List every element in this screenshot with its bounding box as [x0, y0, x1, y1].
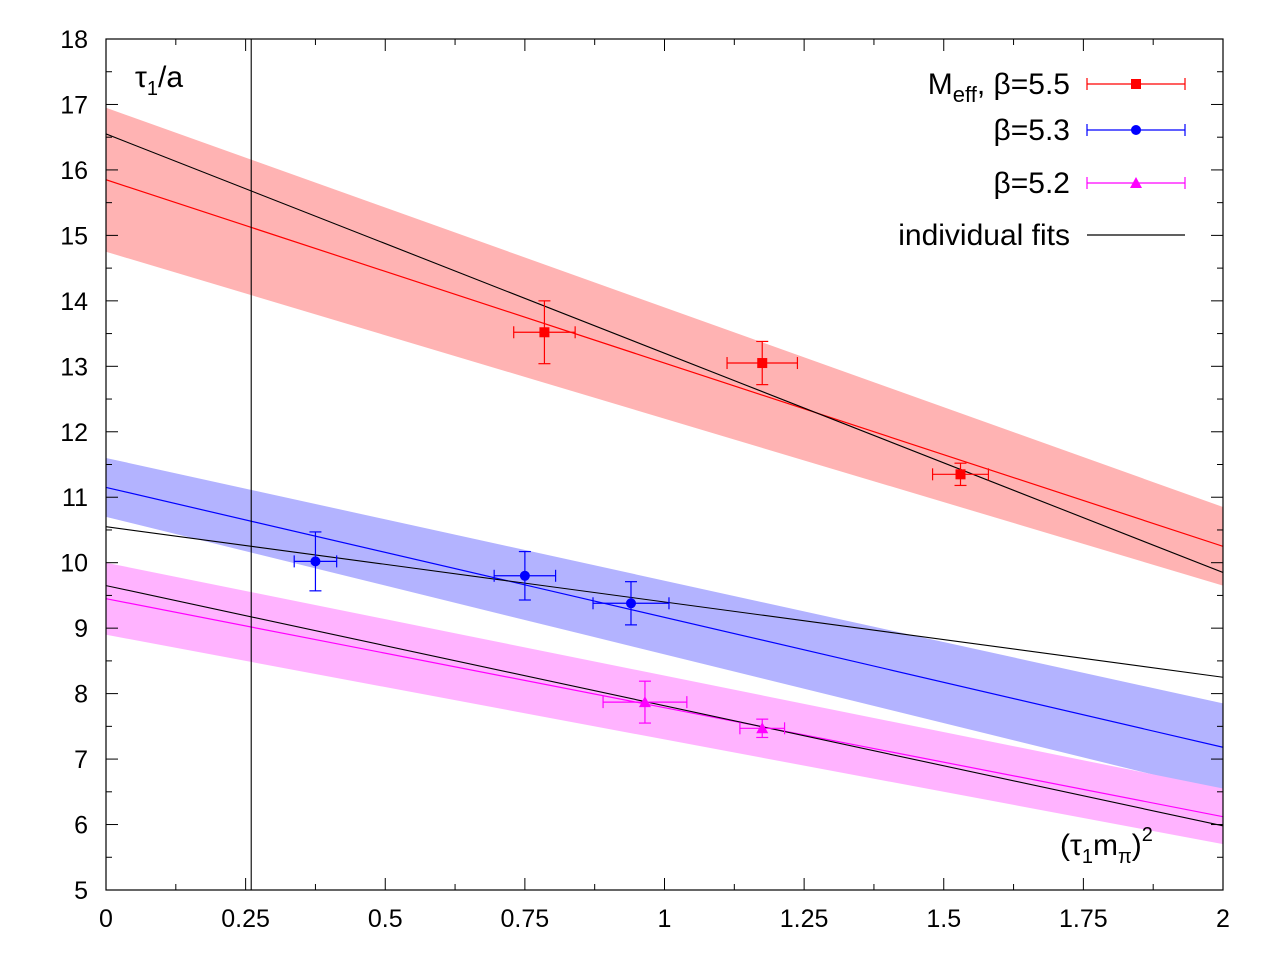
y-axis-label: τ1/a	[135, 61, 183, 100]
y-tick-label: 11	[62, 484, 88, 512]
y-tick-label: 16	[60, 157, 88, 185]
y-tick-label: 13	[60, 353, 88, 381]
fit-line-series-3	[106, 598, 1223, 818]
individual-fit-line-series-3	[106, 585, 1223, 827]
data-point-series-2-1	[293, 531, 338, 592]
data-point-series-1-3	[931, 462, 990, 487]
marker-circle	[310, 556, 321, 567]
y-tick-label: 5	[74, 877, 88, 905]
data-points	[293, 300, 990, 739]
legend: Meff, β=5.5 β=5.3 β=5.2 individual fits	[898, 68, 1186, 252]
data-point-series-3-2	[739, 718, 786, 739]
data-point-series-2-3	[592, 581, 670, 626]
x-tick-label: 1.25	[780, 905, 829, 933]
y-tick-label: 15	[60, 222, 88, 250]
x-tick-label: 2	[1216, 905, 1230, 933]
fit-line-series-1	[106, 179, 1223, 547]
legend-label: individual fits	[898, 219, 1070, 252]
individual-fit-line-series-1	[106, 133, 1223, 574]
y-tick-label: 17	[60, 91, 88, 119]
y-tick-label: 7	[74, 746, 88, 774]
legend-label: β=5.3	[994, 114, 1070, 147]
legend-entry-1: Meff, β=5.5	[928, 68, 1186, 107]
axis-labels: τ1/a (τ1mπ)2	[135, 61, 1153, 868]
y-tick-label: 6	[74, 812, 88, 840]
data-point-series-2-2	[493, 550, 557, 601]
x-tick-label: 0	[99, 905, 113, 933]
x-tick-label: 0.75	[501, 905, 550, 933]
x-tick-label: 1.75	[1059, 905, 1108, 933]
legend-entry-2: β=5.3	[994, 114, 1186, 147]
band-series-1	[106, 107, 1223, 586]
marker-circle	[519, 570, 530, 581]
legend-marker-triangle	[1130, 177, 1142, 188]
marker-triangle	[756, 722, 769, 734]
legend-label: Meff, β=5.5	[928, 68, 1070, 107]
band-series-2	[106, 457, 1223, 792]
fit-line-series-2	[106, 486, 1223, 748]
data-point-series-1-2	[726, 340, 799, 386]
y-tick-label: 14	[60, 288, 88, 316]
individual-fit-line-series-2	[106, 526, 1223, 678]
marker-circle	[625, 598, 636, 609]
y-tick-label: 18	[60, 26, 88, 54]
band-series-3	[106, 562, 1223, 845]
legend-entry-4: individual fits	[898, 219, 1185, 252]
marker-square	[757, 358, 768, 369]
marker-square	[955, 469, 966, 480]
axis-ticks: 0 0.25 0.5 0.75 1 1.25 1.5 1.75 2 5 6 7 8 9 10 11 12 13 14…	[60, 26, 1230, 933]
y-tick-label: 10	[60, 550, 88, 578]
legend-label: β=5.2	[994, 167, 1070, 200]
x-tick-label: 0.5	[368, 905, 403, 933]
marker-square	[539, 327, 550, 338]
fit-lines	[106, 133, 1223, 827]
legend-marker-circle	[1131, 125, 1141, 135]
y-tick-label: 12	[60, 419, 88, 447]
x-tick-label: 1	[658, 905, 672, 933]
data-point-series-1-1	[513, 300, 576, 365]
data-point-series-3-1	[602, 680, 688, 724]
y-tick-label: 8	[74, 681, 88, 709]
x-tick-label: 1.5	[926, 905, 961, 933]
legend-entry-3: β=5.2	[994, 167, 1186, 200]
x-tick-label: 0.25	[221, 905, 270, 933]
y-tick-label: 9	[74, 615, 88, 643]
legend-marker-square	[1131, 79, 1141, 89]
marker-triangle	[638, 696, 651, 708]
x-axis-label: (τ1mπ)2	[1060, 824, 1153, 868]
confidence-bands	[106, 107, 1223, 845]
